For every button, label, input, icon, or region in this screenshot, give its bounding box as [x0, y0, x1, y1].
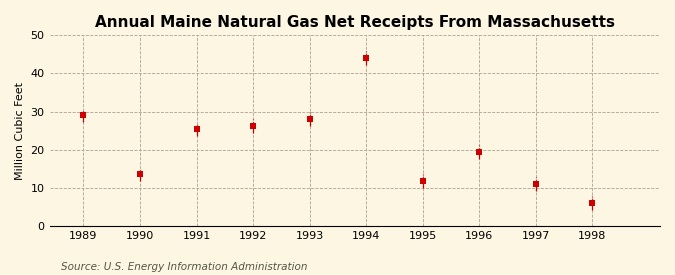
Point [587, 201, 597, 205]
Point [78, 113, 89, 118]
Point [134, 172, 145, 177]
Title: Annual Maine Natural Gas Net Receipts From Massachusetts: Annual Maine Natural Gas Net Receipts Fr… [95, 15, 615, 30]
Point [360, 56, 371, 60]
Point [531, 182, 541, 186]
Point [248, 123, 259, 128]
Point [304, 117, 315, 121]
Y-axis label: Million Cubic Feet: Million Cubic Feet [15, 82, 25, 180]
Point [474, 150, 485, 155]
Point [191, 127, 202, 132]
Text: Source: U.S. Energy Information Administration: Source: U.S. Energy Information Administ… [61, 262, 307, 272]
Point [417, 179, 428, 183]
